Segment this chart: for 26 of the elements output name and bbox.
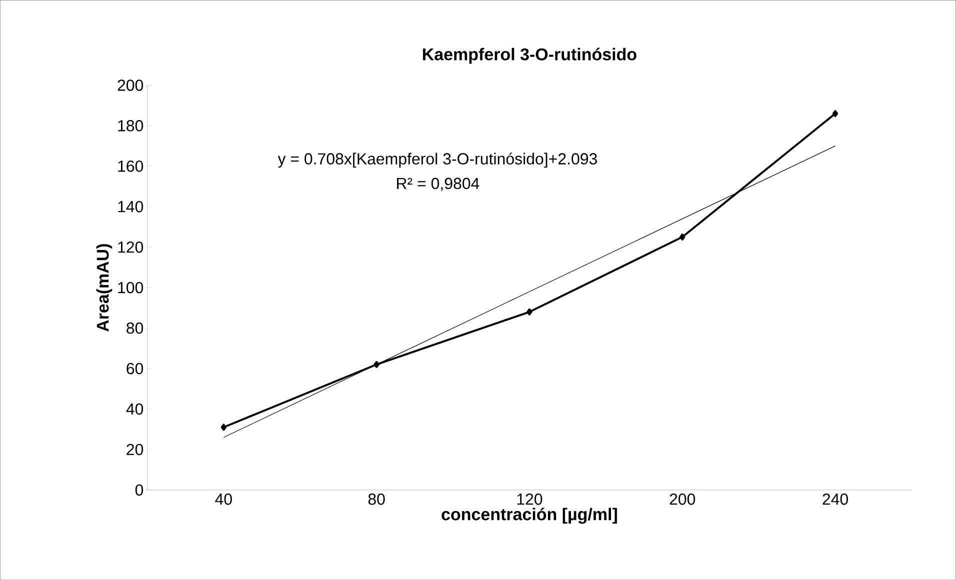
y-tick-label: 120 [118,241,144,253]
y-tick-label: 100 [118,282,144,294]
y-axis-title: Area(mAU) [96,244,112,332]
x-tick-label: 40 [215,493,232,505]
y-tick-label: 60 [126,362,144,374]
chart-title: Kaempferol 3-O-rutinósido [423,48,636,64]
point [832,110,838,117]
y-tick-label: 200 [118,79,144,91]
y-tick-label: 140 [118,200,144,212]
point [220,424,227,431]
annotation: y = 0.708x[Kaempferol 3-O-rutinósido]+2.093 [278,152,597,168]
y-tick-label: 180 [118,120,144,132]
x-tick-label: 80 [368,493,385,505]
annotation: R² = 0,9804 [397,178,480,191]
y-tick-label: 0 [135,484,144,496]
x-axis-title: concentración [µg/ml] [442,508,617,524]
y-tick-label: 160 [118,160,144,172]
x-tick-label: 200 [670,493,696,505]
y-tick-label: 80 [126,322,144,334]
point [374,360,380,368]
x-tick-label: 120 [517,493,542,505]
y-tick-label: 20 [126,444,144,456]
y-tick-label: 40 [126,403,144,415]
point [526,308,532,316]
x-tick-label: 240 [822,493,848,505]
point [679,233,686,240]
